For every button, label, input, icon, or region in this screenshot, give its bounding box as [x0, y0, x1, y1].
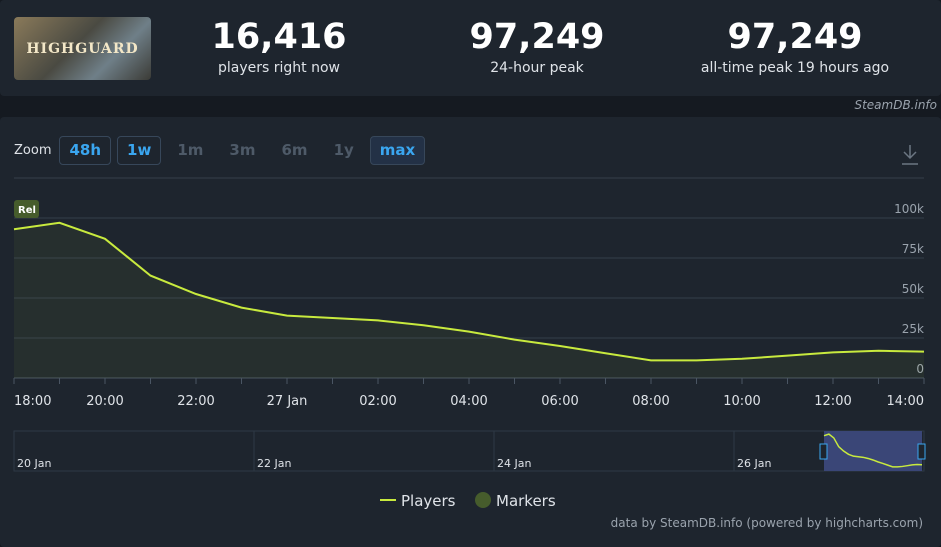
navigator-line [823, 433, 923, 468]
x-tick-label: 22:00 [177, 394, 214, 409]
x-tick-label: 02:00 [359, 394, 396, 409]
flag [14, 200, 39, 218]
navigator-window[interactable] [824, 431, 922, 471]
zoom-button[interactable]: 48h [59, 136, 112, 165]
x-tick-label: 10:00 [723, 394, 760, 409]
flag-label: Rel [18, 205, 36, 216]
navigator-label: 26 Jan [737, 457, 771, 470]
stat: 97,249 all-time peak 19 hours ago [675, 16, 915, 76]
stat-value: 16,416 [211, 17, 347, 57]
line [13, 221, 925, 362]
stat-value: 97,249 [469, 17, 605, 57]
header-panel: HIGHGUARD 16,416 players right now 97,249… [0, 0, 941, 96]
stat: 16,416 players right now [159, 16, 399, 76]
zoom-button[interactable]: max [369, 136, 426, 165]
x-tick-label: 04:00 [450, 394, 487, 409]
x-tick-label: 27 Jan [267, 394, 308, 409]
zoom-button[interactable]: 1w [117, 136, 162, 165]
x-tick-label: 20:00 [86, 394, 123, 409]
chart: 0 25k 50k 75k 100k 18:00 20:00 22:00 27 Jan 02:00… [13, 145, 926, 530]
zoom-button: 3m [229, 141, 256, 159]
stat-label: players right now [218, 60, 340, 76]
y-tick-label: 25k [902, 322, 924, 336]
area [14, 222, 924, 378]
x-tick-label: 08:00 [632, 394, 669, 409]
y-tick-label: 100k [894, 202, 924, 216]
y-tick-label: 50k [902, 282, 924, 296]
site-credit[interactable]: SteamDB.info [854, 98, 937, 112]
navigator-handle[interactable] [917, 443, 926, 460]
navigator-handle[interactable] [819, 443, 828, 460]
stat-value: 97,249 [727, 17, 863, 57]
legend-swatch [475, 492, 491, 508]
y-tick-label: 0 [916, 362, 924, 376]
navigator-frame [13, 430, 925, 472]
zoom-button: 1m [177, 141, 204, 159]
navigator-label: 20 Jan [17, 457, 51, 470]
legend-label[interactable]: Players [401, 492, 456, 510]
zoom-button: 1y [333, 141, 354, 159]
x-tick-label: 14:00 [887, 394, 924, 409]
credits: data by SteamDB.info (powered by highcha… [611, 516, 923, 530]
zoom-button: 6m [281, 141, 308, 159]
navigator-label: 22 Jan [257, 457, 291, 470]
x-tick-label: 18:00 [14, 394, 51, 409]
game-logo: HIGHGUARD [14, 17, 151, 80]
y-tick-label: 75k [902, 242, 924, 256]
legend-label[interactable]: Markers [496, 492, 556, 510]
stat-label: 24-hour peak [490, 60, 584, 76]
download-icon[interactable] [902, 145, 918, 165]
zoom-label: Zoom [14, 143, 52, 158]
navigator-label: 24 Jan [497, 457, 531, 470]
download-glyph [902, 145, 918, 165]
x-tick-label: 12:00 [814, 394, 851, 409]
zoom-bar: Zoom 48h 1w 1m 3m 6m 1y max [14, 136, 431, 165]
stat: 97,249 24-hour peak [417, 16, 657, 76]
stat-label: all-time peak 19 hours ago [700, 60, 890, 76]
x-tick-label: 06:00 [541, 394, 578, 409]
